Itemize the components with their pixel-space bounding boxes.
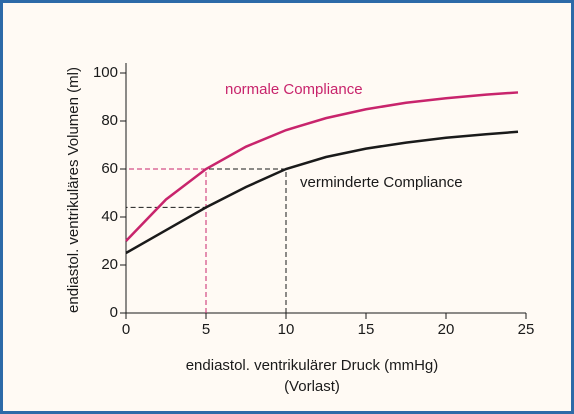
x-tick-label: 15 <box>358 321 375 338</box>
series-label: verminderte Compliance <box>300 174 463 191</box>
x-axis-label: (Vorlast) <box>284 378 340 395</box>
y-tick-label: 80 <box>101 112 118 129</box>
series-label: normale Compliance <box>225 81 363 98</box>
series-line <box>125 130 519 255</box>
y-tick-label: 60 <box>101 160 118 177</box>
y-tick-label: 100 <box>93 64 118 81</box>
y-tick-label: 0 <box>110 304 118 321</box>
x-tick-label: 10 <box>278 321 295 338</box>
y-tick-label: 20 <box>101 256 118 273</box>
x-tick-label: 25 <box>518 321 535 338</box>
x-tick-label: 20 <box>438 321 455 338</box>
x-tick-label: 0 <box>122 321 130 338</box>
y-tick-label: 40 <box>101 208 118 225</box>
series-line <box>125 91 519 242</box>
x-tick-label: 5 <box>202 321 210 338</box>
y-axis-label: endiastol. ventrikuläres Volumen (ml) <box>65 67 82 313</box>
x-axis-label: endiastol. ventrikulärer Druck (mmHg) <box>186 357 439 374</box>
